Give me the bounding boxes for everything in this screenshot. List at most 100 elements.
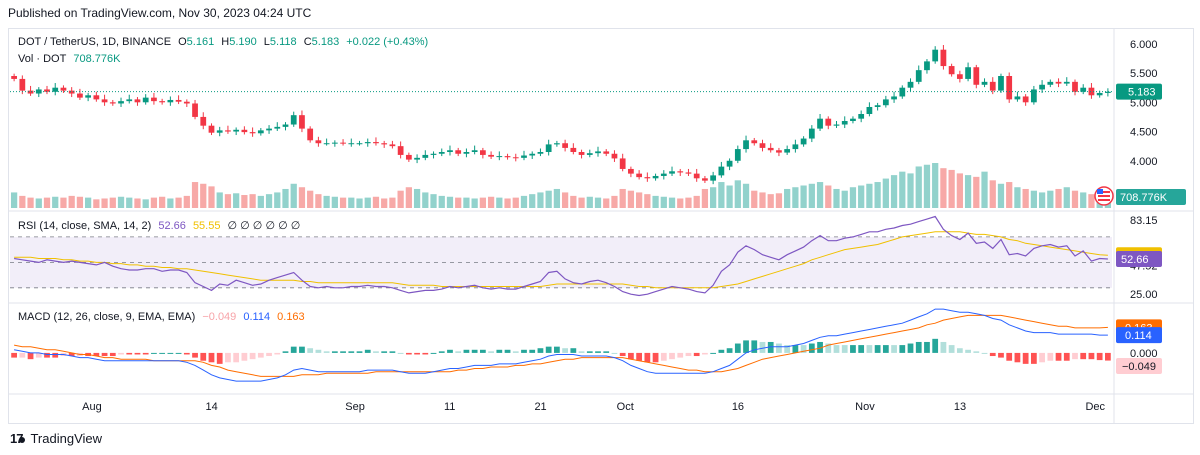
volume-bar <box>496 197 503 208</box>
macd-histogram-bar <box>257 352 264 358</box>
macd-histogram-bar <box>882 345 889 353</box>
price-tick-label: 5.500 <box>1130 68 1158 80</box>
macd-histogram-bar <box>677 352 684 358</box>
volume-bar <box>882 178 889 208</box>
volume-bar <box>932 163 939 208</box>
macd-histogram-bar <box>562 348 568 353</box>
macd-histogram-bar <box>545 346 552 353</box>
macd-histogram-bar <box>570 348 577 353</box>
macd-label[interactable]: MACD (12, 26, close, 9, EMA, EMA) <box>18 311 196 323</box>
volume-bar <box>833 188 840 208</box>
candle <box>965 67 971 79</box>
macd-histogram-bar <box>784 345 791 353</box>
rsi-tick-label: 83.15 <box>1130 215 1158 227</box>
candle <box>455 150 462 154</box>
macd-histogram-bar <box>200 352 207 361</box>
volume-bar <box>430 194 437 208</box>
candle <box>430 153 437 155</box>
candle <box>101 99 108 103</box>
macd-histogram-bar <box>554 346 560 353</box>
candle <box>767 147 774 151</box>
macd-histogram-bar <box>866 345 873 353</box>
volume-badge <box>1116 189 1186 205</box>
symbol-label[interactable]: DOT / TetherUS, 1D, BINANCE <box>18 36 172 48</box>
macd-histogram-bar <box>389 351 396 353</box>
macd-histogram-bar <box>595 351 601 353</box>
macd-histogram-bar <box>331 351 338 353</box>
candle <box>27 90 34 94</box>
macd-histogram-bar <box>1088 352 1095 360</box>
volume-bar <box>997 183 1005 208</box>
candle <box>1096 92 1103 96</box>
macd-histogram-bar <box>225 352 231 363</box>
macd-histogram-bar <box>323 351 330 353</box>
volume-bar <box>1030 190 1037 208</box>
volume-label[interactable]: Vol · DOT <box>18 53 67 65</box>
volume-bar <box>808 183 815 208</box>
volume-bar <box>849 187 857 208</box>
volume-bar <box>372 196 380 208</box>
volume-bar <box>381 198 388 208</box>
candle <box>734 149 741 161</box>
macd-histogram-bar <box>521 349 527 353</box>
rsi-ma-line <box>14 231 1108 289</box>
candle <box>307 128 314 141</box>
candle <box>200 116 207 126</box>
main-legend: DOT / TetherUS, 1D, BINANCE O5.161 H5.19… <box>18 36 432 48</box>
candle <box>858 114 865 119</box>
macd-histogram-bar <box>118 352 124 355</box>
macd-histogram-bar <box>915 341 922 353</box>
volume-value: 708.776K <box>73 53 121 65</box>
macd-histogram-bar <box>216 352 223 364</box>
volume-bar <box>1088 194 1095 208</box>
volume-bar <box>981 171 988 208</box>
candle <box>628 168 634 174</box>
macd-histogram-bar <box>932 338 939 353</box>
volume-bar <box>471 198 478 208</box>
volume-bar <box>159 196 166 208</box>
candle <box>405 154 412 160</box>
volume-bar <box>446 196 454 208</box>
volume-bar <box>956 173 963 208</box>
volume-bar <box>224 194 232 208</box>
volume-bar <box>578 197 585 208</box>
time-axis-label: 16 <box>732 401 744 413</box>
candle <box>1055 81 1062 84</box>
macd-histogram-bar <box>11 352 17 358</box>
volume-bar <box>274 192 281 208</box>
volume-bar <box>915 166 922 208</box>
candle <box>77 93 83 98</box>
candle <box>636 173 643 178</box>
volume-bar <box>890 175 898 208</box>
candle <box>554 143 560 145</box>
volume-bar <box>512 197 519 208</box>
volume-bar <box>27 197 34 208</box>
footer-brand[interactable]: TradingView <box>30 431 103 446</box>
volume-bar <box>331 196 338 208</box>
macd-histogram-bar <box>68 352 75 357</box>
candle <box>899 87 906 97</box>
candle <box>19 78 26 91</box>
volume-bar <box>668 197 676 208</box>
macd-histogram-bar <box>841 345 848 353</box>
close-label: C <box>303 36 312 48</box>
volume-bar <box>792 187 799 208</box>
macd-histogram-bar <box>1030 352 1037 364</box>
candle <box>603 151 610 154</box>
macd-histogram-bar <box>891 345 897 353</box>
macd-histogram-bar <box>44 352 50 358</box>
candle <box>1088 87 1095 96</box>
volume-bar <box>677 198 684 208</box>
macd-badge-label: 0.114 <box>1125 330 1152 342</box>
candle <box>800 138 807 145</box>
volume-bar <box>463 197 470 208</box>
macd-histogram-bar <box>233 352 240 363</box>
candle <box>175 99 182 102</box>
volume-bar <box>652 195 659 208</box>
rsi-label[interactable]: RSI (14, close, SMA, 14, 2) <box>18 220 152 232</box>
volume-bar <box>1047 190 1054 208</box>
macd-histogram-bar <box>512 351 519 353</box>
candle <box>463 152 470 154</box>
published-header: Published on TradingView.com, Nov 30, 20… <box>8 6 312 20</box>
